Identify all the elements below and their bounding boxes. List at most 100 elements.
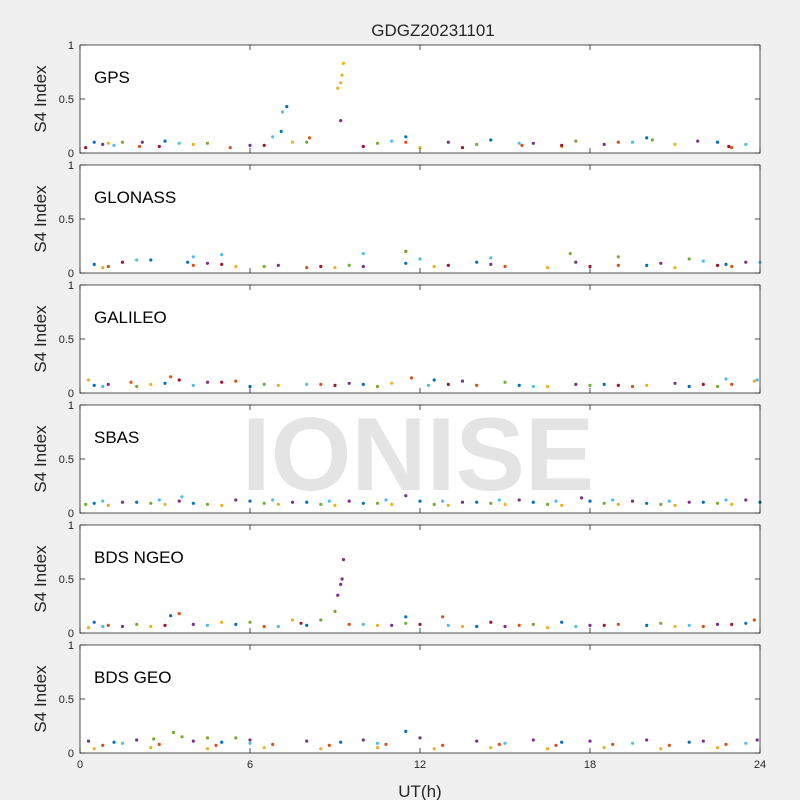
data-point <box>574 260 578 264</box>
y-axis-label: S4 Index <box>31 305 50 373</box>
data-point <box>390 139 394 143</box>
series-7 <box>163 620 734 628</box>
data-point <box>616 263 620 267</box>
series-2 <box>129 375 734 389</box>
data-point <box>157 498 161 502</box>
panel-bds-geo: 0 0.5 1 0 6 12 18 24 BDS GEO S4 Index <box>31 640 766 771</box>
data-point <box>84 146 88 150</box>
data-point <box>602 142 606 146</box>
data-point <box>129 380 133 384</box>
data-point <box>744 142 748 146</box>
data-point <box>752 618 756 622</box>
series-4 <box>152 730 238 741</box>
data-point <box>497 742 501 747</box>
data-point <box>120 624 125 629</box>
data-point <box>220 380 224 384</box>
data-point <box>588 623 592 628</box>
data-point <box>673 266 677 270</box>
data-point <box>475 142 479 146</box>
data-point <box>630 384 635 389</box>
data-point <box>446 503 450 507</box>
data-point <box>333 383 337 387</box>
data-point <box>220 253 224 257</box>
x-axis-label: UT(h) <box>398 782 441 800</box>
data-point <box>432 264 436 269</box>
data-point <box>696 139 700 143</box>
data-point <box>630 140 635 144</box>
y-axis-label: S4 Index <box>31 185 50 253</box>
y-axis-label: S4 Index <box>31 65 50 133</box>
data-point <box>730 622 734 627</box>
data-point <box>503 624 507 629</box>
data-point <box>177 612 181 616</box>
data-point <box>616 383 620 387</box>
series-4 <box>106 379 677 386</box>
data-point <box>616 622 620 627</box>
data-point <box>347 263 351 267</box>
data-point <box>205 747 210 751</box>
series-1 <box>92 378 691 389</box>
data-point <box>418 146 422 150</box>
data-point <box>560 740 564 744</box>
data-point <box>375 746 380 750</box>
y-tick-label: 1 <box>68 160 74 172</box>
data-point <box>248 384 252 389</box>
data-point <box>333 266 337 270</box>
series-4 <box>120 558 720 629</box>
panel-label: BDS NGEO <box>94 548 184 567</box>
y-tick-label: 1 <box>68 520 74 532</box>
data-point <box>361 264 365 269</box>
data-point <box>545 747 550 751</box>
data-point <box>106 503 110 507</box>
data-point <box>86 378 91 382</box>
data-point <box>101 384 105 389</box>
data-point <box>135 384 139 389</box>
y-tick-label: 0.5 <box>59 454 74 466</box>
data-point <box>645 136 649 140</box>
data-point <box>149 746 153 750</box>
data-point <box>262 746 266 750</box>
data-point <box>140 140 144 144</box>
plot-area <box>80 645 760 753</box>
data-point <box>191 263 195 267</box>
series-1 <box>92 258 728 267</box>
data-point <box>404 135 408 139</box>
data-point <box>687 740 691 744</box>
data-point <box>588 264 592 269</box>
data-point <box>645 263 649 267</box>
series-5 <box>120 138 654 146</box>
data-point <box>191 142 195 146</box>
data-point <box>489 746 493 750</box>
y-tick-label: 0 <box>68 148 74 160</box>
data-point <box>715 263 720 267</box>
data-point <box>701 500 705 504</box>
y-tick-label: 1 <box>68 640 74 652</box>
data-point <box>262 143 266 147</box>
data-point <box>645 501 649 505</box>
data-point <box>667 499 671 503</box>
data-point <box>724 742 728 747</box>
data-point <box>616 140 620 144</box>
data-point <box>744 260 748 264</box>
data-point <box>92 383 96 387</box>
y-tick-label: 0 <box>68 388 74 400</box>
data-point <box>361 144 365 149</box>
data-point <box>234 498 238 502</box>
data-point <box>460 500 465 504</box>
y-axis-label: S4 Index <box>31 425 50 493</box>
data-point <box>503 264 507 269</box>
data-point <box>673 381 677 385</box>
data-point <box>744 621 748 625</box>
data-point <box>375 501 380 505</box>
series-4 <box>101 119 700 147</box>
data-point <box>157 742 161 747</box>
series-3 <box>86 618 677 630</box>
series-6 <box>101 622 691 629</box>
data-point <box>281 110 285 114</box>
series-5 <box>135 609 663 627</box>
data-point <box>715 746 720 750</box>
data-point <box>149 258 153 262</box>
data-point <box>531 738 535 742</box>
data-point <box>234 264 238 269</box>
data-point <box>517 498 521 502</box>
